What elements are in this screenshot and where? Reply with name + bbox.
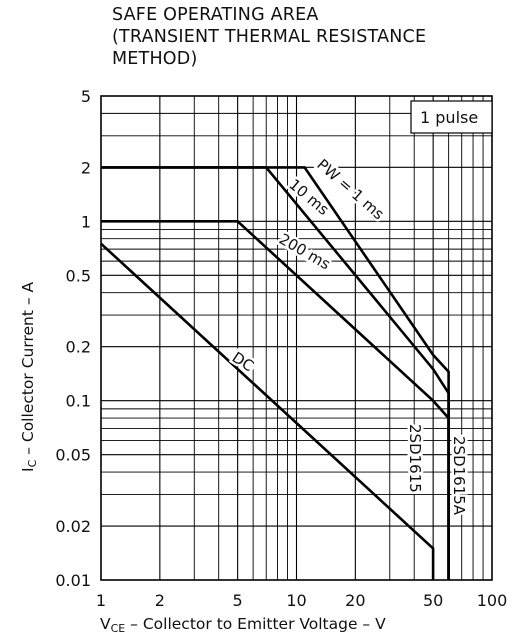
x-tick-label: 2 bbox=[155, 591, 165, 610]
boundary-label: 2SD1615 bbox=[406, 424, 424, 493]
x-tick-label: 100 bbox=[477, 591, 508, 610]
y-axis-label-sub: C bbox=[26, 459, 39, 467]
chart-title-block: SAFE OPERATING AREA (TRANSIENT THERMAL R… bbox=[112, 4, 512, 70]
plot-frame bbox=[100, 95, 493, 581]
curves bbox=[100, 166, 450, 580]
y-tick-labels: 0.01 0.02 0.05 0.1 0.2 0.5 1 2 5 bbox=[55, 87, 91, 590]
y-tick-label: 0.2 bbox=[66, 338, 91, 357]
x-tick-label: 10 bbox=[286, 591, 306, 610]
x-axis-label: VCE – Collector to Emitter Voltage – V bbox=[100, 615, 386, 635]
y-axis-label-prefix: I bbox=[19, 467, 37, 472]
x-tick-label: 1 bbox=[96, 591, 106, 610]
legend-box: 1 pulse bbox=[410, 100, 493, 134]
x-axis-label-sub: CE bbox=[111, 622, 126, 635]
y-tick-label: 2 bbox=[81, 158, 91, 177]
y-axis-label: IC – Collector Current – A bbox=[19, 281, 39, 472]
y-tick-label: 1 bbox=[81, 212, 91, 231]
boundary-label: 2SD1615A bbox=[450, 436, 468, 516]
y-tick-label: 0.05 bbox=[55, 446, 91, 465]
y-tick-label: 0.5 bbox=[66, 266, 91, 285]
series-line bbox=[101, 220, 450, 580]
x-tick-label: 50 bbox=[423, 591, 443, 610]
y-tick-label: 0.1 bbox=[66, 392, 91, 411]
x-tick-label: 20 bbox=[345, 591, 365, 610]
x-axis-label-prefix: V bbox=[100, 615, 111, 633]
legend-label: 1 pulse bbox=[420, 108, 478, 127]
series-line bbox=[100, 242, 435, 580]
y-tick-label: 0.01 bbox=[55, 571, 91, 590]
y-tick-label: 5 bbox=[81, 87, 91, 106]
chart-title: SAFE OPERATING AREA bbox=[112, 5, 319, 25]
x-axis-label-rest: – Collector to Emitter Voltage – V bbox=[125, 615, 386, 633]
chart-subtitle-line-1: (TRANSIENT THERMAL RESISTANCE bbox=[112, 27, 427, 47]
x-tick-labels: 1 2 5 10 20 50 100 bbox=[96, 591, 507, 610]
chart-subtitle-line-2: METHOD) bbox=[112, 49, 198, 69]
y-tick-label: 0.02 bbox=[55, 517, 91, 536]
x-tick-label: 5 bbox=[233, 591, 243, 610]
y-axis-label-rest: – Collector Current – A bbox=[19, 281, 37, 459]
